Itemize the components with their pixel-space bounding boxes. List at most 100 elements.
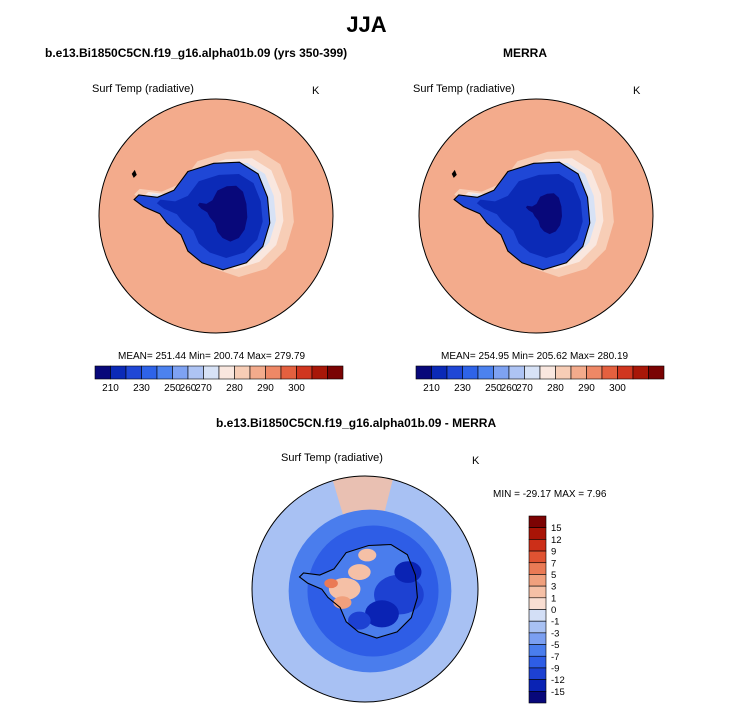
panel-1-units: K xyxy=(312,85,320,97)
colorbar-tick-label: 5 xyxy=(551,570,556,581)
colorbar-swatch xyxy=(234,365,251,380)
colorbar-swatch xyxy=(528,597,547,610)
colorbar-tick-label: 1 xyxy=(551,593,556,604)
island-outline xyxy=(451,169,457,178)
colorbar-swatch xyxy=(528,655,547,669)
panel-2-stats: MEAN= 254.95 Min= 205.62 Max= 280.19 xyxy=(441,351,629,362)
colorbar-swatch xyxy=(141,365,158,380)
colorbar-swatch xyxy=(431,365,448,380)
colorbar-swatch xyxy=(524,365,541,380)
colorbar-swatch xyxy=(508,365,525,380)
panel-2-units: K xyxy=(633,85,641,97)
cold-anomaly-patch xyxy=(348,611,371,630)
figure-title: JJA xyxy=(346,12,387,37)
colorbar-swatch xyxy=(528,644,547,657)
colorbar-tick-label: 9 xyxy=(551,547,556,558)
colorbar-tick-label: 230 xyxy=(454,383,471,394)
colorbar-swatch xyxy=(280,365,297,380)
panel-1-stats: MEAN= 251.44 Min= 200.74 Max= 279.79 xyxy=(118,351,306,362)
coastline xyxy=(453,161,591,271)
coastline xyxy=(133,161,271,271)
warm-anomaly-patch xyxy=(348,564,371,580)
colorbar-swatch xyxy=(249,365,266,380)
map-border xyxy=(418,98,654,334)
colorbar-swatch xyxy=(265,365,282,380)
panel-3-map xyxy=(251,475,479,703)
colorbar-swatch xyxy=(528,550,547,564)
colorbar-tick-label: -1 xyxy=(551,617,559,628)
colorbar-tick-label: -3 xyxy=(551,628,559,639)
panel-3-variable-label: Surf Temp (radiative) xyxy=(281,452,383,464)
warm-ocean-band xyxy=(419,122,448,322)
warm-anomaly-patch xyxy=(333,596,352,609)
panel-1-title: b.e13.Bi1850C5CN.f19_g16.alpha01b.09 (yr… xyxy=(45,46,348,60)
continent-coldest-zone xyxy=(197,185,248,242)
colorbar-swatch xyxy=(528,515,547,528)
colorbar-swatch xyxy=(187,365,204,380)
panel-1-map xyxy=(98,98,334,334)
colorbar-swatch xyxy=(528,527,547,540)
colorbar-swatch xyxy=(528,679,547,692)
colorbar-swatch xyxy=(125,365,142,380)
colorbar-swatch xyxy=(528,632,547,645)
colorbar-swatch xyxy=(632,365,649,380)
colorbar-tick-label: 290 xyxy=(578,383,595,394)
colorbar-swatch xyxy=(311,365,328,380)
colorbar-tick-label: 290 xyxy=(257,383,274,394)
island-outline xyxy=(131,169,137,178)
colorbar-swatch xyxy=(528,585,547,599)
panel-3-stats: MIN = -29.17 MAX = 7.96 xyxy=(493,489,607,500)
colorbar-tick-label: 280 xyxy=(547,383,564,394)
colorbar-tick-label: 12 xyxy=(551,535,562,546)
colorbar-swatch xyxy=(156,365,173,380)
continent-coldest-zone xyxy=(525,193,562,235)
panel-3-title: b.e13.Bi1850C5CN.f19_g16.alpha01b.09 - M… xyxy=(216,416,497,430)
colorbar-swatch xyxy=(570,365,587,380)
colorbar-swatch xyxy=(218,365,235,380)
colorbar-swatch xyxy=(648,365,665,380)
colorbar-tick-label: 300 xyxy=(609,383,626,394)
colorbar-swatch xyxy=(528,574,547,587)
colorbar-tick-label: -5 xyxy=(551,640,559,651)
colorbar-tick-label: 300 xyxy=(288,383,305,394)
warm-anomaly-patch xyxy=(324,578,338,589)
colorbar-tick-label: 280 xyxy=(226,383,243,394)
colorbar-swatch xyxy=(528,562,547,575)
cold-anomaly-patch xyxy=(394,561,422,583)
colorbar-swatch xyxy=(493,365,510,380)
warm-ocean-band xyxy=(99,122,128,322)
colorbar-swatch xyxy=(172,365,189,380)
colorbar-swatch xyxy=(110,365,127,380)
colorbar-tick-label: 270 xyxy=(195,383,212,394)
colorbar-swatch xyxy=(528,691,547,704)
colorbar-swatch xyxy=(296,365,313,380)
panel-1-variable-label: Surf Temp (radiative) xyxy=(92,83,194,95)
colorbar-tick-label: 0 xyxy=(551,605,556,616)
colorbar-tick-label: 3 xyxy=(551,582,556,593)
panel-3-units: K xyxy=(472,455,480,467)
colorbar-tick-label: -7 xyxy=(551,652,559,663)
colorbar-tick-label: 250 xyxy=(485,383,502,394)
colorbar-swatch xyxy=(203,365,220,380)
colorbar-tick-label: 7 xyxy=(551,558,556,569)
colorbar-tick-label: -9 xyxy=(551,663,559,674)
cold-anomaly-patch xyxy=(365,600,399,628)
colorbar-tick-label: 270 xyxy=(516,383,533,394)
map-border xyxy=(98,98,334,334)
colorbar-tick-label: 15 xyxy=(551,523,562,534)
colorbar-tick-label: 260 xyxy=(501,383,518,394)
coastline xyxy=(298,543,418,639)
colorbar-swatch xyxy=(617,365,634,380)
colorbar-swatch xyxy=(539,365,556,380)
continent-cold-zone xyxy=(476,174,583,258)
colorbar-tick-label: 230 xyxy=(133,383,150,394)
colorbar-tick-label: 210 xyxy=(423,383,440,394)
panel-2-map xyxy=(418,98,654,334)
colorbar-tick-label: -12 xyxy=(551,675,565,686)
colorbar-swatch xyxy=(415,365,432,380)
colorbar-swatch xyxy=(528,620,547,634)
